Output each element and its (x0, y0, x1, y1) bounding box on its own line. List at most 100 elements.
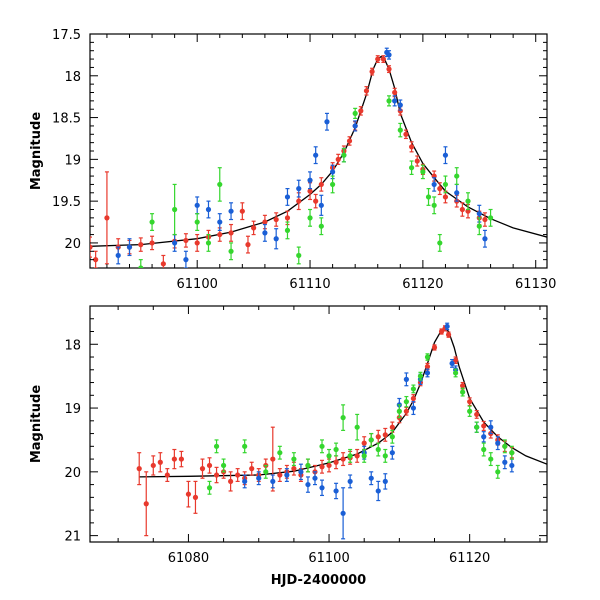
data-marker (104, 215, 110, 221)
data-marker (245, 242, 251, 248)
data-marker (138, 242, 144, 248)
series-green (206, 353, 515, 495)
data-marker (319, 443, 325, 449)
y-tick-label: 21 (64, 530, 81, 545)
data-point (354, 448, 360, 463)
data-point (341, 147, 347, 163)
y-tick-label: 18 (64, 70, 81, 85)
data-marker (273, 216, 279, 223)
data-marker (431, 202, 437, 208)
data-marker (313, 198, 319, 204)
data-point (437, 233, 443, 252)
data-point (319, 439, 325, 454)
data-marker (347, 478, 353, 485)
x-tick-label: 61100 (177, 277, 218, 292)
data-marker (206, 462, 213, 469)
data-point (249, 461, 255, 476)
data-marker (178, 456, 184, 462)
data-marker (296, 252, 302, 259)
data-marker (270, 456, 276, 462)
data-point (358, 106, 364, 116)
data-point (361, 448, 367, 463)
data-marker (330, 181, 336, 188)
data-point (326, 448, 332, 463)
data-point (277, 445, 283, 460)
data-point (296, 246, 302, 265)
y-tick-label: 17.5 (52, 28, 81, 43)
data-point (352, 120, 358, 132)
x-tick-label: 61080 (168, 551, 209, 566)
data-point (149, 235, 155, 251)
data-marker (172, 206, 178, 213)
data-marker (115, 252, 121, 259)
data-marker (424, 354, 431, 360)
data-marker (90, 244, 93, 250)
data-point (291, 452, 297, 467)
data-point (239, 202, 245, 221)
data-marker (136, 466, 142, 472)
data-marker (380, 56, 386, 62)
data-point (318, 177, 324, 192)
data-point (502, 455, 508, 470)
data-marker (324, 119, 330, 125)
data-marker (160, 261, 166, 267)
data-point (368, 432, 374, 447)
series-green (138, 95, 494, 268)
data-point (396, 404, 402, 419)
data-point (417, 371, 424, 381)
y-axis-label: Magnitude (29, 112, 44, 191)
data-point (164, 468, 170, 483)
data-point (467, 405, 473, 417)
data-marker (340, 415, 346, 421)
data-point (333, 455, 339, 470)
data-marker (194, 219, 200, 225)
data-point (454, 167, 460, 186)
data-marker (242, 478, 248, 485)
data-marker (220, 462, 227, 469)
data-point (474, 421, 480, 433)
model-curve (139, 327, 547, 478)
data-point (333, 482, 339, 500)
data-point (509, 458, 515, 473)
data-marker (319, 464, 325, 470)
data-point (235, 468, 241, 483)
data-marker (185, 491, 192, 497)
data-point (414, 155, 420, 167)
data-point (284, 188, 291, 206)
data-point (270, 474, 276, 489)
data-marker (313, 152, 319, 158)
data-marker (333, 446, 339, 453)
data-marker (333, 459, 339, 465)
data-marker (375, 488, 381, 494)
y-tick-label: 18.5 (52, 112, 81, 127)
data-marker (410, 386, 417, 392)
data-marker (408, 144, 415, 150)
data-point (375, 480, 381, 502)
data-point (199, 458, 206, 479)
data-point (389, 445, 395, 460)
data-point (340, 452, 346, 467)
data-marker (465, 198, 471, 204)
data-point (205, 200, 212, 219)
data-point (205, 233, 212, 252)
data-marker (382, 432, 388, 438)
data-point (192, 480, 199, 514)
data-point (194, 213, 200, 231)
data-marker (403, 399, 409, 405)
data-marker (476, 223, 482, 229)
data-point (403, 395, 409, 408)
data-point (318, 194, 324, 216)
data-point (172, 183, 178, 236)
data-point (183, 250, 189, 268)
data-marker (213, 443, 220, 449)
data-marker (126, 244, 133, 250)
data-marker (194, 202, 200, 208)
data-point (380, 55, 386, 64)
y-tick-label: 20 (64, 237, 81, 252)
x-tick-label: 61110 (289, 277, 330, 292)
data-point (335, 153, 341, 165)
data-marker (442, 194, 449, 200)
data-point (453, 368, 459, 378)
data-marker (256, 475, 262, 481)
data-marker (482, 236, 488, 242)
